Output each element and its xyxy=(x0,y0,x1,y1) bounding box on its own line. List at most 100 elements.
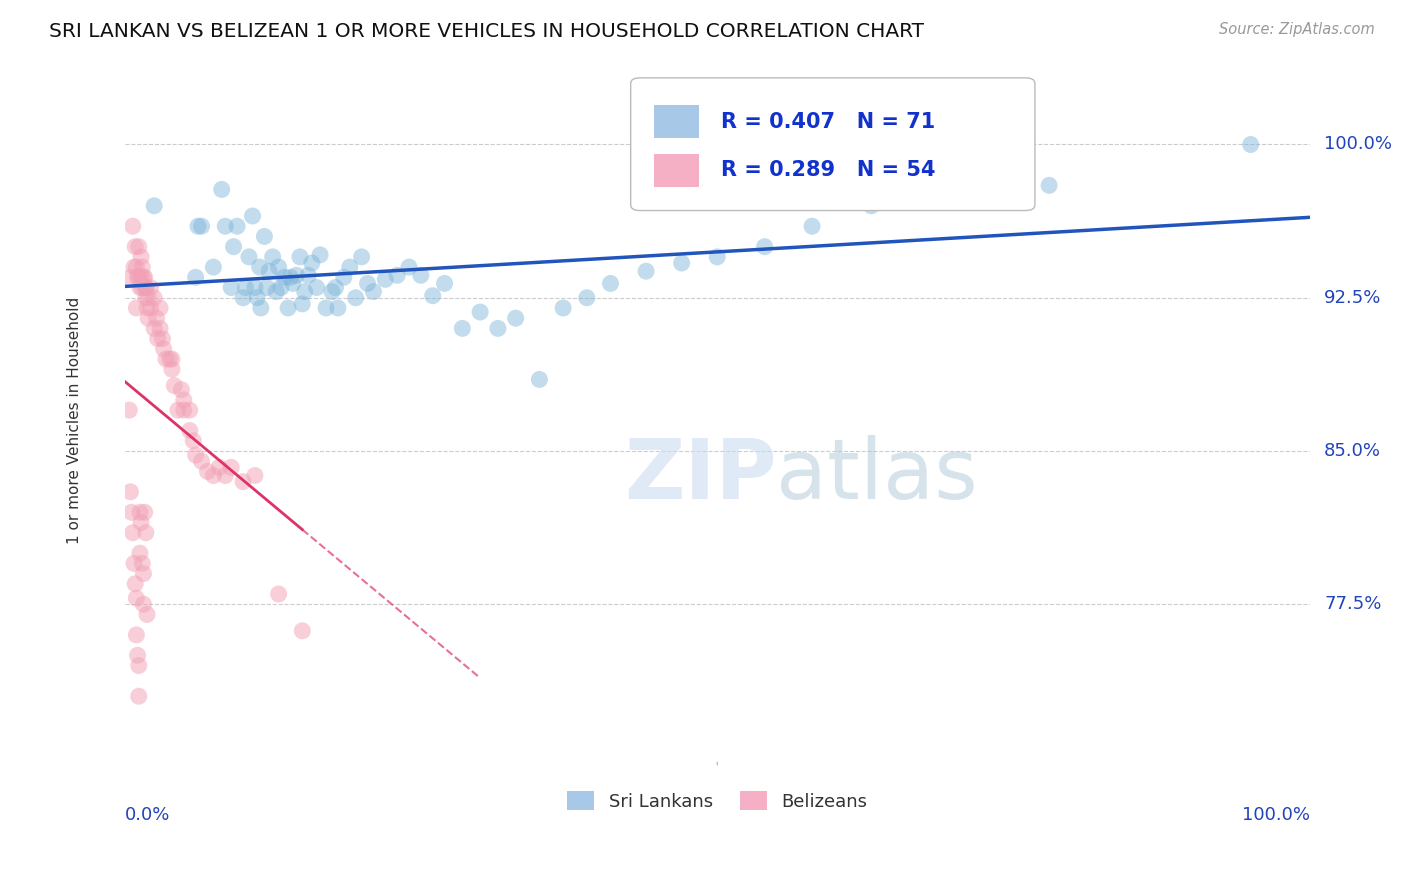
Point xyxy=(134,270,156,285)
Point xyxy=(350,250,373,264)
Point xyxy=(131,280,153,294)
Point xyxy=(160,362,183,376)
Point xyxy=(170,383,193,397)
Point xyxy=(321,285,343,299)
Point xyxy=(190,219,212,234)
Point xyxy=(222,240,245,254)
Point xyxy=(246,291,269,305)
Point xyxy=(243,468,266,483)
Point xyxy=(398,260,420,274)
Point xyxy=(301,256,323,270)
Point xyxy=(131,557,153,571)
Point xyxy=(149,321,172,335)
Point xyxy=(315,301,337,315)
Point xyxy=(120,270,142,285)
Text: 100.0%: 100.0% xyxy=(1241,805,1310,824)
Point xyxy=(253,229,276,244)
Text: atlas: atlas xyxy=(776,435,979,516)
Text: 100.0%: 100.0% xyxy=(1324,136,1392,153)
Point xyxy=(291,297,314,311)
Bar xyxy=(654,105,699,138)
Bar xyxy=(654,153,699,187)
Point xyxy=(214,468,236,483)
Point xyxy=(131,260,153,274)
Point xyxy=(125,591,148,606)
Point xyxy=(1038,178,1060,193)
Point xyxy=(232,291,254,305)
Point xyxy=(374,272,396,286)
Point xyxy=(277,301,299,315)
Point xyxy=(127,648,149,663)
Point xyxy=(129,516,152,530)
Point xyxy=(409,268,432,283)
Point xyxy=(267,260,290,274)
Point xyxy=(135,525,157,540)
Point xyxy=(257,264,280,278)
Text: 77.5%: 77.5% xyxy=(1324,595,1382,613)
Point xyxy=(270,280,292,294)
Point xyxy=(125,301,148,315)
Point xyxy=(226,219,249,234)
Point xyxy=(149,301,172,315)
Point xyxy=(184,270,207,285)
Point xyxy=(128,658,150,673)
Text: R = 0.289   N = 54: R = 0.289 N = 54 xyxy=(721,161,935,180)
Point xyxy=(121,525,143,540)
Point xyxy=(135,291,157,305)
Point xyxy=(208,460,231,475)
Text: R = 0.407   N = 71: R = 0.407 N = 71 xyxy=(721,112,935,132)
Point xyxy=(132,270,155,285)
Point xyxy=(173,403,195,417)
Point xyxy=(128,270,150,285)
Point xyxy=(385,268,408,283)
Point xyxy=(134,505,156,519)
Point xyxy=(122,557,145,571)
Point xyxy=(211,182,233,196)
Point xyxy=(118,403,141,417)
Point xyxy=(486,321,509,335)
Point xyxy=(129,546,152,560)
Point xyxy=(179,403,201,417)
Point xyxy=(219,460,242,475)
Point xyxy=(155,352,177,367)
Point xyxy=(309,248,332,262)
Point xyxy=(920,188,942,202)
Point xyxy=(129,505,152,519)
Point xyxy=(202,260,225,274)
Point xyxy=(160,352,183,367)
Text: Source: ZipAtlas.com: Source: ZipAtlas.com xyxy=(1219,22,1375,37)
Point xyxy=(139,280,162,294)
Point xyxy=(128,240,150,254)
Text: ZIP: ZIP xyxy=(624,435,776,516)
Point xyxy=(129,280,152,294)
Point xyxy=(305,280,328,294)
Point xyxy=(129,270,152,285)
FancyBboxPatch shape xyxy=(631,78,1035,211)
Point xyxy=(166,403,188,417)
Point xyxy=(143,291,166,305)
Point xyxy=(159,352,181,367)
Point xyxy=(754,240,776,254)
Point xyxy=(264,285,287,299)
Point xyxy=(288,250,311,264)
Point xyxy=(197,465,219,479)
Point xyxy=(671,256,693,270)
Point xyxy=(575,291,598,305)
Point xyxy=(132,566,155,581)
Point xyxy=(326,301,349,315)
Point xyxy=(250,301,273,315)
Point xyxy=(529,372,551,386)
Point xyxy=(242,209,264,223)
Point xyxy=(325,280,347,294)
Point xyxy=(173,392,195,407)
Point xyxy=(256,280,278,294)
Point xyxy=(238,250,260,264)
Point xyxy=(136,607,159,622)
Text: 85.0%: 85.0% xyxy=(1324,442,1381,460)
Point xyxy=(135,280,157,294)
Point xyxy=(1240,137,1263,152)
Point xyxy=(356,277,378,291)
Point xyxy=(122,260,145,274)
Point xyxy=(344,291,367,305)
Point xyxy=(243,280,266,294)
